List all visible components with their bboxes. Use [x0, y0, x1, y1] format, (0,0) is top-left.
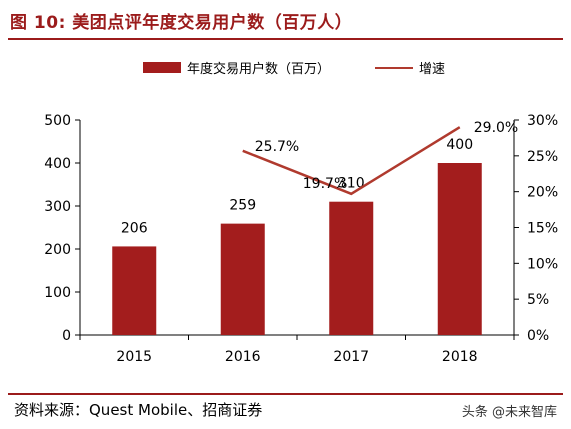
right-tick-label: 15%	[527, 221, 558, 237]
watermark: 头条 @未来智库	[461, 405, 557, 420]
legend-line-swatch	[375, 66, 413, 69]
source-note: 资料来源：Quest Mobile、招商证券	[14, 401, 263, 419]
bar	[112, 246, 157, 335]
right-tick-label: 30%	[527, 113, 558, 129]
left-tick-label: 0	[62, 328, 71, 344]
source-divider	[8, 393, 563, 395]
legend: 年度交易用户数（百万） 增速	[0, 58, 571, 78]
left-tick-label: 100	[44, 285, 71, 301]
bar-value-label: 206	[121, 220, 148, 236]
legend-item-growth: 增速	[375, 58, 445, 77]
bar	[329, 201, 374, 335]
growth-value-label: 25.7%	[255, 139, 299, 155]
x-tick-label: 2016	[225, 349, 261, 365]
right-tick-label: 5%	[527, 292, 549, 308]
legend-bar-label: 年度交易用户数（百万）	[187, 62, 331, 77]
bar-value-label: 259	[229, 198, 256, 214]
x-tick-label: 2017	[333, 349, 369, 365]
legend-bar-swatch	[143, 62, 181, 73]
legend-item-users: 年度交易用户数（百万）	[143, 58, 330, 77]
figure-title: 图 10: 美团点评年度交易用户数（百万人）	[10, 13, 353, 33]
growth-value-label: 29.0%	[474, 120, 518, 136]
legend-line-label: 增速	[419, 62, 446, 77]
right-tick-label: 20%	[527, 185, 558, 201]
x-tick-label: 2015	[116, 349, 152, 365]
growth-value-label: 19.7%	[303, 176, 347, 192]
title-divider	[8, 38, 563, 40]
right-tick-label: 10%	[527, 256, 558, 272]
bar-value-label: 400	[446, 137, 473, 153]
left-tick-label: 400	[44, 156, 71, 172]
bar-value-label: 310	[338, 176, 365, 192]
bar	[220, 223, 265, 335]
left-tick-label: 500	[44, 113, 71, 129]
right-tick-label: 0%	[527, 328, 549, 344]
right-tick-label: 25%	[527, 149, 558, 165]
x-tick-label: 2018	[442, 349, 478, 365]
left-tick-label: 300	[44, 199, 71, 215]
left-tick-label: 200	[44, 242, 71, 258]
bar	[437, 163, 482, 335]
